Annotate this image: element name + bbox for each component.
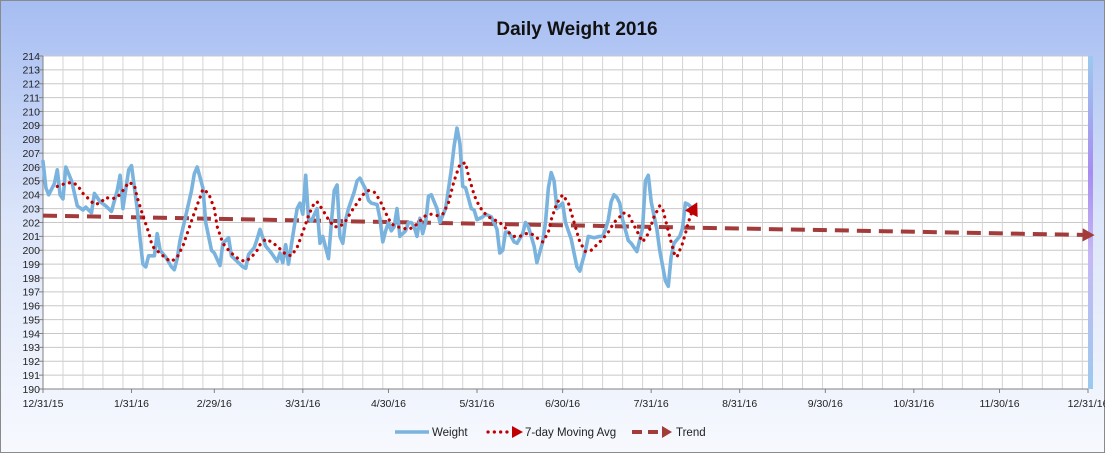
y-tick-label: 205 [22, 176, 40, 188]
y-tick-label: 192 [22, 356, 40, 368]
x-tick-label: 5/31/16 [459, 398, 494, 410]
x-tick-label: 8/31/16 [722, 398, 757, 410]
y-tick-label: 214 [22, 51, 40, 63]
y-tick-label: 206 [22, 162, 40, 174]
series-layer [41, 126, 1095, 289]
y-tick-label: 209 [22, 120, 40, 132]
arrowhead-trend [1082, 228, 1095, 242]
legend-label: 7-day Moving Avg [525, 427, 616, 439]
x-tick-label: 10/31/16 [893, 398, 934, 410]
y-tick-label: 212 [22, 79, 40, 91]
legend-item-trend: Trend [632, 426, 706, 439]
series-line-7-day-moving-avg [55, 161, 696, 263]
arrowhead-7-day-moving-avg [684, 202, 698, 218]
y-tick-label: 195 [22, 314, 40, 326]
series-line-trend [42, 213, 1089, 237]
y-tick-label: 208 [22, 134, 40, 146]
x-tick-label: 3/31/16 [285, 398, 320, 410]
y-tick-label: 210 [22, 106, 40, 118]
y-tick-label: 198 [22, 273, 40, 285]
legend: Weight 7-day Moving Avg Trend [395, 426, 706, 439]
chart-title: Daily Weight 2016 [496, 19, 657, 40]
y-tick-label: 197 [22, 287, 40, 299]
y-tick-label: 201 [22, 231, 40, 243]
y-tick-label: 191 [22, 370, 40, 382]
legend-label: Weight [432, 427, 468, 439]
x-tick-label: 7/31/16 [634, 398, 669, 410]
legend-item-weight: Weight [395, 427, 468, 439]
legend-arrow [512, 426, 523, 438]
legend-item-7-day-moving-avg: 7-day Moving Avg [486, 426, 616, 439]
y-tick-label: 190 [22, 384, 40, 396]
x-tick-label: 12/31/16 [1068, 398, 1105, 410]
legend-label: Trend [676, 427, 706, 439]
y-tick-label: 213 [22, 65, 40, 77]
y-tick-label: 194 [22, 328, 40, 340]
plot-right-accent [1088, 56, 1093, 389]
x-tick-label: 11/30/16 [979, 398, 1019, 410]
y-tick-label: 207 [22, 148, 40, 160]
y-tick-label: 200 [22, 245, 40, 257]
y-tick-label: 204 [22, 190, 40, 202]
legend-arrow [662, 426, 672, 438]
y-tick-label: 202 [22, 217, 40, 229]
y-tick-label: 196 [22, 301, 40, 313]
x-tick-label: 1/31/16 [114, 398, 149, 410]
x-tick-label: 9/30/16 [808, 398, 843, 410]
series-line-weight [41, 126, 693, 289]
y-tick-label: 203 [22, 203, 40, 215]
x-tick-label: 12/31/15 [23, 398, 64, 410]
x-tick-label: 2/29/16 [197, 398, 232, 410]
y-tick-label: 211 [23, 92, 40, 104]
x-tick-label: 6/30/16 [545, 398, 580, 410]
y-tick-label: 193 [22, 342, 40, 354]
y-tick-label: 199 [22, 259, 40, 271]
x-tick-label: 4/30/16 [371, 398, 406, 410]
